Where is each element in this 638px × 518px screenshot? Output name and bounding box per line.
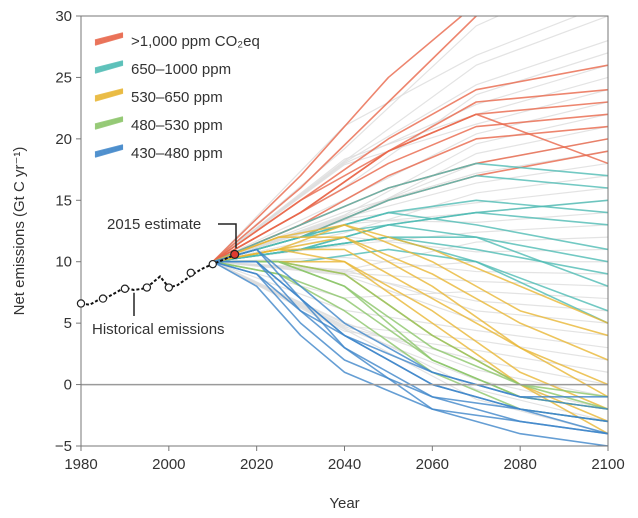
legend-item: 430–480 ppm	[94, 144, 223, 162]
background-line	[212, 224, 608, 263]
x-tick-label: 2080	[503, 456, 536, 473]
scenario-line	[212, 16, 463, 263]
legend-swatch	[94, 146, 124, 156]
legend-item: >1,000 ppm CO₂eq	[94, 32, 260, 50]
y-axis-ticks: −5 0 5 10 15 20 25 30	[55, 8, 81, 455]
x-axis-ticks: 1980 2000 2020 2040 2060 2080 2100	[64, 446, 625, 473]
legend-item: 530–650 ppm	[94, 88, 223, 106]
background-line	[212, 16, 579, 263]
x-tick-label: 2040	[328, 456, 361, 473]
scenario-line	[212, 88, 608, 263]
legend-swatch	[94, 60, 124, 69]
legend-label: 530–650 ppm	[131, 89, 223, 106]
historical-marker	[120, 284, 130, 293]
y-tick-label: 20	[55, 131, 72, 148]
background-line	[212, 52, 608, 263]
historical-marker	[98, 294, 108, 303]
legend-swatch	[94, 33, 124, 43]
x-axis-label: Year	[329, 495, 359, 512]
y-tick-label: 10	[55, 254, 72, 271]
annotation-2015-leader	[218, 223, 237, 249]
y-tick-label: 0	[64, 377, 72, 394]
annotation-historical-emissions: Historical emissions	[92, 321, 225, 338]
x-tick-label: 2020	[240, 456, 273, 473]
background-line	[212, 175, 608, 263]
legend-swatch	[94, 32, 124, 41]
scenario-line	[212, 261, 608, 435]
scenario-line	[212, 113, 608, 263]
legend-label: 430–480 ppm	[131, 145, 223, 162]
background-line	[212, 16, 500, 263]
x-tick-label: 2000	[152, 456, 185, 473]
legend-swatch	[94, 88, 124, 97]
scenario-lines	[212, 16, 608, 446]
legend-item: 480–530 ppm	[94, 116, 223, 134]
scenario-line	[212, 16, 478, 263]
legend-swatch	[94, 90, 124, 100]
legend-label: >1,000 ppm CO₂eq	[131, 33, 260, 50]
historical-marker	[164, 283, 174, 292]
legend-swatch	[94, 148, 124, 158]
background-line	[212, 261, 608, 435]
legend-swatch	[94, 117, 124, 127]
scenario-line	[212, 224, 608, 324]
y-tick-label: 15	[55, 192, 72, 209]
estimate-2015-marker	[230, 249, 240, 259]
legend: >1,000 ppm CO₂eq 650–1000 ppm 530–650 ppm 4…	[94, 32, 260, 162]
y-tick-label: 25	[55, 69, 72, 86]
background-line	[212, 125, 608, 263]
scenario-line	[212, 260, 608, 446]
legend-label: 650–1000 ppm	[131, 61, 231, 78]
legend-item: 650–1000 ppm	[94, 60, 231, 78]
annotation-2015-estimate: 2015 estimate	[107, 216, 201, 233]
legend-swatch	[94, 36, 124, 46]
scenario-line	[212, 224, 608, 337]
background-line	[212, 89, 608, 263]
y-tick-label: −5	[55, 438, 72, 455]
legend-swatch	[94, 35, 124, 45]
legend-swatch	[94, 89, 124, 99]
y-tick-label: 5	[64, 315, 72, 332]
legend-swatch	[94, 144, 124, 153]
historical-marker	[208, 259, 217, 269]
x-tick-label: 2060	[416, 456, 449, 473]
annotations: 2015 estimate Historical emissions	[92, 216, 237, 338]
y-axis-label: Net emissions (Gt C yr⁻¹)	[11, 147, 28, 316]
legend-swatch	[94, 116, 124, 125]
legend-swatch	[94, 63, 124, 73]
background-scenario-lines	[212, 16, 608, 435]
scenario-line	[212, 162, 608, 263]
legend-swatch	[94, 119, 124, 129]
legend-swatch	[94, 120, 124, 130]
legend-swatch	[94, 118, 124, 128]
legend-swatch	[94, 64, 124, 74]
legend-swatch	[94, 61, 124, 71]
legend-label: 480–530 ppm	[131, 117, 223, 134]
scenario-line	[212, 224, 608, 288]
historical-marker	[76, 299, 86, 308]
legend-swatch	[94, 147, 124, 157]
x-tick-label: 2100	[591, 456, 624, 473]
legend-swatch	[94, 91, 124, 101]
background-line	[212, 261, 608, 386]
y-tick-label: 30	[55, 8, 72, 25]
legend-swatch	[94, 92, 124, 102]
legend-swatch	[94, 62, 124, 72]
legend-swatch	[94, 34, 124, 44]
scenario-line	[212, 248, 608, 312]
x-tick-label: 1980	[64, 456, 97, 473]
scenario-line	[212, 248, 608, 398]
legend-swatch	[94, 145, 124, 155]
historical-marker	[186, 268, 195, 277]
historical-emissions	[76, 249, 240, 308]
historical-marker	[142, 283, 152, 292]
